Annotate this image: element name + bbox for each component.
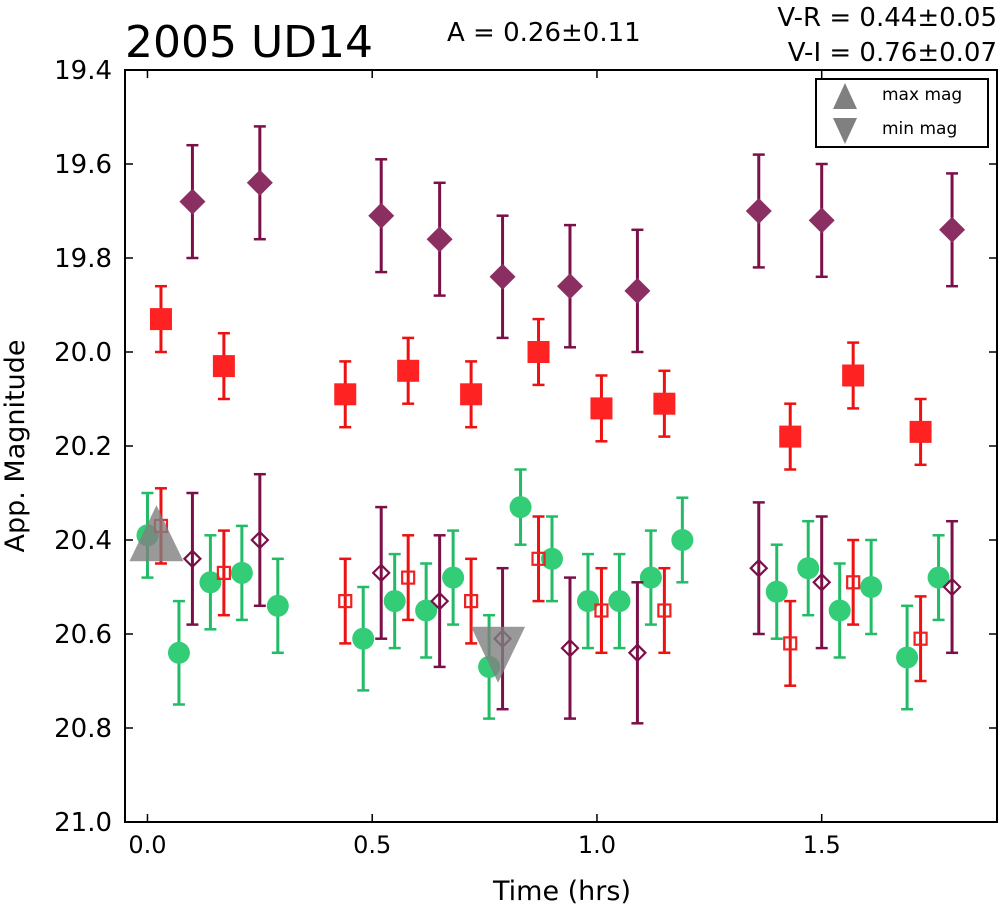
data-point-circle <box>383 590 406 613</box>
data-point-circle <box>828 599 851 622</box>
y-tick-label: 20.8 <box>54 714 112 744</box>
data-point-square <box>783 636 798 651</box>
extreme-triangle-down <box>471 626 526 683</box>
legend-triangle-up-icon <box>833 83 857 109</box>
data-point-square <box>460 383 483 406</box>
color-index-vr: V-R = 0.44±0.05 <box>777 3 997 33</box>
data-point-square <box>212 355 235 378</box>
axis-ticks: 0.0 0.5 1.0 1.5 19.4 19.6 19.8 20.0 20.2 20.4 20.6… <box>54 56 997 859</box>
x-tick-label: 0.5 <box>353 831 391 859</box>
data-marks <box>129 125 966 725</box>
x-tick-label: 0.0 <box>128 831 166 859</box>
data-point-circle <box>671 529 694 551</box>
data-point-square <box>149 308 172 331</box>
data-point-square <box>527 341 550 363</box>
data-point-square <box>590 397 613 420</box>
y-tick-label: 19.6 <box>54 150 112 180</box>
data-point-circle <box>352 627 375 650</box>
data-point-circle <box>442 566 465 589</box>
data-point-square <box>779 425 802 448</box>
data-point-circle <box>509 496 532 519</box>
data-point-square <box>401 570 416 585</box>
y-axis-label: App. Magnitude <box>0 340 31 553</box>
data-point-circle <box>860 576 883 598</box>
data-point-circle <box>167 641 190 664</box>
data-point-square <box>531 551 546 566</box>
y-tick-label: 19.4 <box>54 56 112 86</box>
legend-label-max: max mag <box>882 85 962 105</box>
data-point-diamond <box>246 169 273 196</box>
y-tick-label: 20.0 <box>54 338 112 368</box>
legend-triangle-down-icon <box>833 118 857 144</box>
data-point-square <box>913 631 928 646</box>
data-point-circle <box>765 580 788 603</box>
data-point-circle <box>797 557 820 580</box>
data-point-diamond <box>368 202 395 229</box>
data-point-circle <box>415 599 438 622</box>
data-point-diamond <box>560 638 580 658</box>
chart-title: 2005 UD14 <box>125 17 373 68</box>
y-tick-label: 20.2 <box>54 432 112 462</box>
y-tick-label: 20.6 <box>54 620 112 650</box>
data-point-square <box>216 565 231 581</box>
data-point-square <box>653 392 676 415</box>
data-point-diamond <box>749 558 769 578</box>
data-point-square <box>846 575 861 590</box>
data-point-circle <box>541 547 564 570</box>
data-point-diamond <box>942 577 962 597</box>
data-point-square <box>338 593 353 609</box>
data-point-diamond <box>371 563 391 583</box>
color-index-vi: V-I = 0.76±0.07 <box>788 38 997 68</box>
data-point-diamond <box>179 188 206 215</box>
data-point-diamond <box>426 226 453 253</box>
data-point-diamond <box>627 643 647 663</box>
data-point-diamond <box>250 530 270 550</box>
data-point-diamond <box>182 549 202 569</box>
data-point-circle <box>927 566 950 589</box>
amplitude-label: A = 0.26±0.11 <box>447 18 641 48</box>
y-tick-label: 20.4 <box>54 526 112 556</box>
data-point-square <box>657 603 672 618</box>
data-point-diamond <box>939 216 966 243</box>
plot-frame <box>124 69 998 823</box>
x-tick-label: 1.5 <box>803 831 841 859</box>
data-point-circle <box>576 590 599 613</box>
data-point-diamond <box>489 263 516 290</box>
legend: max mag min mag <box>815 78 989 148</box>
y-tick-label: 21.0 <box>54 808 112 838</box>
data-point-square <box>909 420 932 443</box>
data-point-square <box>397 359 420 382</box>
data-point-square <box>334 383 357 406</box>
x-axis-label: Time (hrs) <box>492 876 631 904</box>
extreme-triangle-up <box>129 505 184 562</box>
data-point-square <box>842 364 865 387</box>
data-point-diamond <box>812 572 832 592</box>
data-point-circle <box>608 590 631 613</box>
data-point-square <box>594 603 609 618</box>
x-tick-label: 1.0 <box>578 831 616 859</box>
data-point-circle <box>230 561 253 584</box>
data-point-square <box>464 593 479 609</box>
data-point-diamond <box>430 591 450 611</box>
y-tick-label: 19.8 <box>54 244 112 274</box>
data-point-circle <box>199 571 222 594</box>
data-point-diamond <box>808 207 835 234</box>
data-point-diamond <box>745 198 772 224</box>
data-point-circle <box>639 566 662 589</box>
legend-label-min: min mag <box>882 119 957 139</box>
data-point-circle <box>266 594 289 617</box>
data-point-circle <box>896 646 919 669</box>
data-point-diamond <box>556 273 583 300</box>
data-point-diamond <box>624 277 651 304</box>
